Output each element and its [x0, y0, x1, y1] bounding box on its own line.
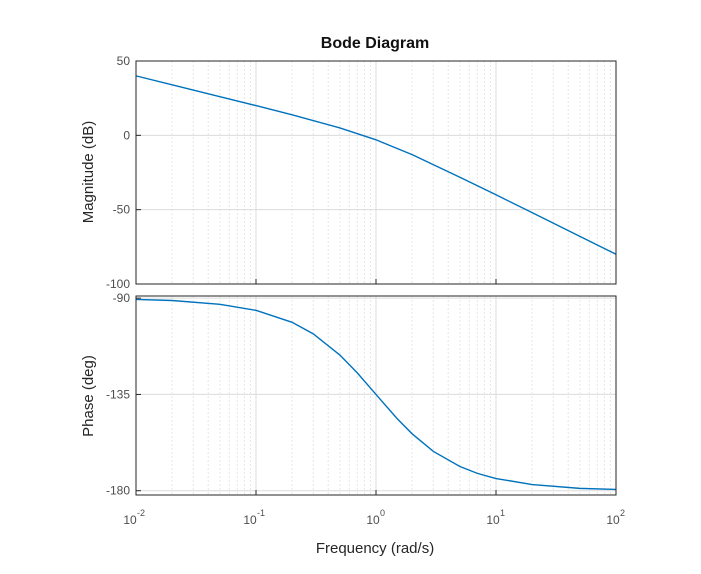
x-tick-label: 10 — [243, 513, 257, 527]
y-tick-label: -100 — [106, 277, 130, 291]
x-tick-exponent: 0 — [380, 508, 385, 518]
x-tick-exponent: -1 — [257, 508, 265, 518]
phase-y-ticks: -90 -135 -180 — [106, 291, 141, 498]
phase-grid — [136, 296, 616, 495]
x-tick-label: 10 — [366, 513, 380, 527]
y-tick-label: -135 — [106, 387, 130, 401]
x-tick-label: 10 — [486, 513, 500, 527]
y-tick-label: 0 — [123, 128, 130, 142]
frequency-axis-label: Frequency (rad/s) — [316, 540, 434, 557]
y-tick-label: -50 — [113, 203, 131, 217]
x-tick-exponent: 1 — [500, 508, 505, 518]
chart-title: Bode Diagram — [321, 35, 429, 52]
x-tick-exponent: 2 — [620, 508, 625, 518]
magnitude-axis-label: Magnitude (dB) — [80, 121, 97, 224]
phase-curve — [135, 298, 617, 491]
x-tick-label: 10 — [606, 513, 620, 527]
phase-axis-label: Phase (deg) — [80, 355, 97, 437]
y-tick-label: 50 — [117, 54, 131, 68]
frequency-x-ticks: 10 -2 10 -1 10 0 10 1 10 2 — [123, 279, 625, 527]
magnitude-grid — [136, 61, 616, 284]
y-tick-label: -90 — [113, 291, 131, 305]
x-tick-label: 10 — [123, 513, 137, 527]
x-tick-exponent: -2 — [137, 508, 145, 518]
magnitude-y-ticks: 50 0 -50 -100 — [106, 54, 141, 291]
y-tick-label: -180 — [106, 484, 130, 498]
magnitude-curve — [135, 75, 617, 255]
